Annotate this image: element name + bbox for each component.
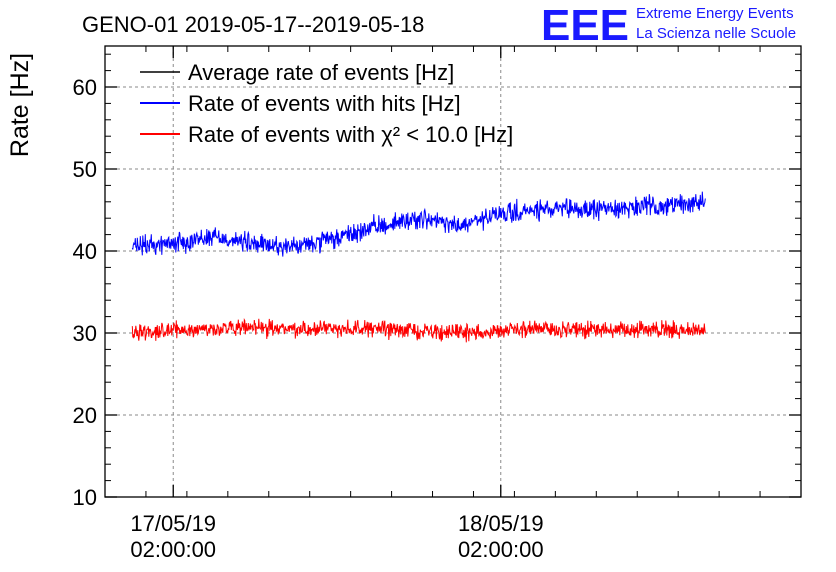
eee-logo-letters: EEE <box>541 1 629 50</box>
chart-title: GENO-01 2019-05-17--2019-05-18 <box>82 12 424 37</box>
x-tick-label-date: 18/05/19 <box>458 511 544 536</box>
series-line-chi2 <box>131 318 706 343</box>
eee-logo-line2: La Scienza nelle Scuole <box>636 25 796 42</box>
x-tick-label-time: 02:00:00 <box>458 537 544 562</box>
series-line-hits <box>131 191 706 257</box>
x-tick-label-time: 02:00:00 <box>130 537 216 562</box>
legend: Average rate of events [Hz] Rate of even… <box>140 60 513 147</box>
y-tick-label: 40 <box>73 239 97 264</box>
y-tick-label: 20 <box>73 403 97 428</box>
y-axis-label: Rate [Hz] <box>6 53 34 157</box>
x-tick-label-date: 17/05/19 <box>130 511 216 536</box>
legend-label-average: Average rate of events [Hz] <box>188 60 454 85</box>
y-tick-label: 60 <box>73 75 97 100</box>
eee-logo: EEE Extreme Energy Events La Scienza nel… <box>541 1 796 50</box>
y-tick-label: 50 <box>73 157 97 182</box>
legend-label-chi2: Rate of events with χ² < 10.0 [Hz] <box>188 122 513 147</box>
y-tick-label: 10 <box>73 485 97 510</box>
y-tick-label: 30 <box>73 321 97 346</box>
y-axis: 10 20 30 40 50 60 <box>73 53 801 510</box>
plot-frame <box>104 45 802 498</box>
legend-label-hits: Rate of events with hits [Hz] <box>188 91 461 116</box>
eee-logo-line1: Extreme Energy Events <box>636 5 794 22</box>
series-group <box>131 191 706 343</box>
